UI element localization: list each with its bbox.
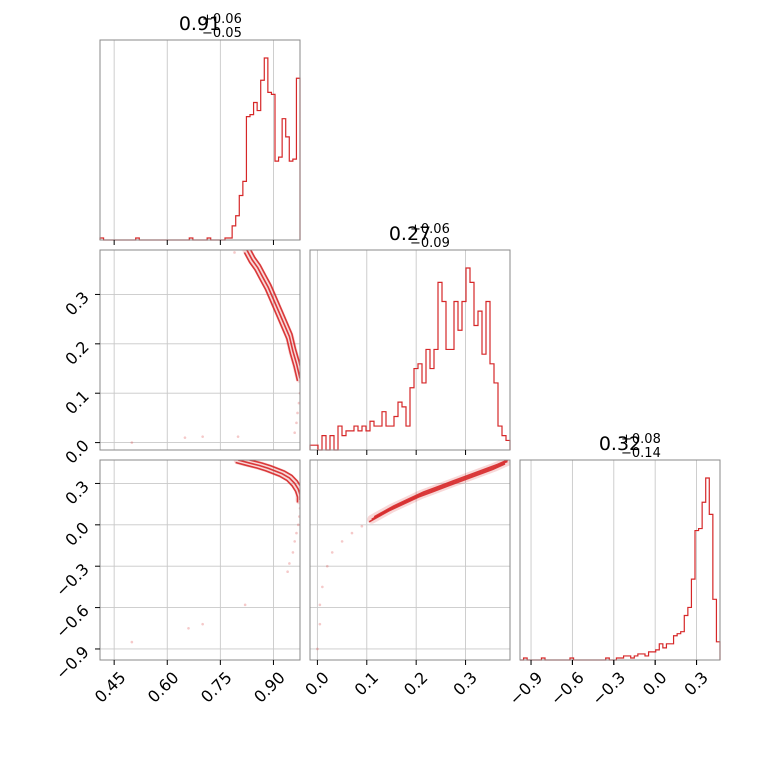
- y-tick-label: 0.3: [61, 477, 92, 508]
- contour-line-3: [246, 460, 300, 487]
- y-tick-label: 0.0: [61, 518, 92, 549]
- x-tick-label: 0.0: [639, 668, 670, 699]
- title-param3-plus: +0.08: [621, 432, 661, 447]
- sample-point: [286, 570, 289, 574]
- sample-point: [318, 603, 322, 607]
- x-tick-label: 0.3: [680, 668, 711, 699]
- sample-point: [293, 540, 296, 543]
- pair-panel-param3-vs-param2: [309, 459, 511, 661]
- sample-point: [295, 421, 298, 425]
- x-tick-label: −0.9: [505, 668, 546, 709]
- x-tick-label: 0.0: [301, 668, 332, 699]
- x-tick-label: 0.3: [449, 668, 480, 699]
- sample-point: [321, 585, 324, 589]
- sample-point: [296, 523, 300, 527]
- sample-point: [201, 435, 204, 438]
- title-param1-plus: +0.06: [202, 12, 242, 27]
- x-tick-label: 0.45: [91, 668, 130, 707]
- x-tick-label: 0.1: [351, 668, 382, 699]
- panel-bg: [100, 250, 300, 450]
- contour-line-2: [237, 460, 300, 500]
- sample-point: [130, 441, 134, 444]
- x-tick-label: −0.3: [588, 668, 629, 709]
- x-tick-label: 0.2: [400, 668, 431, 699]
- sample-point: [243, 603, 247, 607]
- sample-point: [325, 564, 329, 568]
- x-tick-label: −0.6: [547, 668, 588, 709]
- y-tick-label: 0.2: [61, 337, 92, 368]
- panel-frame: [99, 459, 301, 661]
- sample-point: [295, 531, 298, 535]
- pair-marks: [130, 250, 300, 444]
- panel-bg: [310, 460, 510, 660]
- panel-bg: [100, 460, 300, 660]
- sample-point: [130, 640, 134, 644]
- y-tick-label: 0.1: [61, 387, 92, 418]
- contour-line-3: [249, 250, 300, 369]
- sample-point: [297, 401, 300, 405]
- sample-point: [318, 622, 322, 626]
- contour-line-1: [235, 461, 299, 503]
- panel-frame: [309, 249, 511, 451]
- title-param2-plus: +0.06: [410, 222, 450, 237]
- pair-panel-param2-vs-param1: [99, 249, 301, 451]
- title-param1-minus: −0.05: [202, 26, 242, 41]
- x-tick-label: 0.90: [250, 668, 289, 707]
- panel-frame: [99, 39, 301, 241]
- y-tick-label: 0.3: [61, 288, 92, 319]
- panel-bg: [100, 40, 300, 240]
- hist-panel-2: [309, 249, 511, 455]
- contour-line-2: [371, 460, 508, 520]
- contour-line-1: [243, 252, 299, 382]
- y-tick-label: 0.0: [61, 436, 92, 467]
- sample-point: [187, 626, 190, 630]
- sample-point: [297, 515, 300, 518]
- pair-marks: [130, 460, 300, 644]
- sample-point: [360, 524, 364, 528]
- sample-point: [233, 251, 236, 254]
- x-tick-label: 0.60: [144, 668, 183, 707]
- sample-point: [288, 562, 291, 565]
- panel-frame: [99, 249, 301, 451]
- panel-frame: [519, 459, 721, 661]
- contour-line-1: [368, 463, 506, 523]
- x-tick-label: 0.75: [197, 668, 236, 707]
- pair-panel-param3-vs-param1: [99, 459, 301, 661]
- panel-frame: [309, 459, 511, 661]
- sample-point: [340, 540, 344, 543]
- title-param3: 0.32: [599, 433, 641, 455]
- sample-point: [201, 622, 204, 626]
- contour-line-2: [246, 250, 300, 379]
- sample-point: [296, 411, 299, 415]
- pair-marks: [316, 460, 510, 651]
- sample-point: [316, 647, 319, 651]
- sample-point: [291, 551, 295, 554]
- y-tick-label: −0.9: [52, 642, 93, 683]
- title-param1: 0.91: [179, 13, 221, 35]
- sample-point: [330, 551, 334, 554]
- panel-bg: [520, 460, 720, 660]
- y-tick-label: −0.6: [52, 601, 93, 642]
- hist-panel-3: [519, 459, 721, 665]
- histogram-step-2: [309, 267, 511, 451]
- contour-line-3: [373, 460, 510, 518]
- sample-point: [293, 431, 296, 435]
- y-tick-label: −0.3: [52, 560, 93, 601]
- title-param2-minus: −0.09: [410, 236, 450, 251]
- title-param3-minus: −0.14: [621, 446, 661, 461]
- hist-panel-1: [99, 39, 301, 245]
- title-param2: 0.27: [389, 223, 431, 245]
- sample-point: [236, 435, 240, 438]
- sample-point: [183, 436, 187, 439]
- sample-point: [350, 531, 354, 535]
